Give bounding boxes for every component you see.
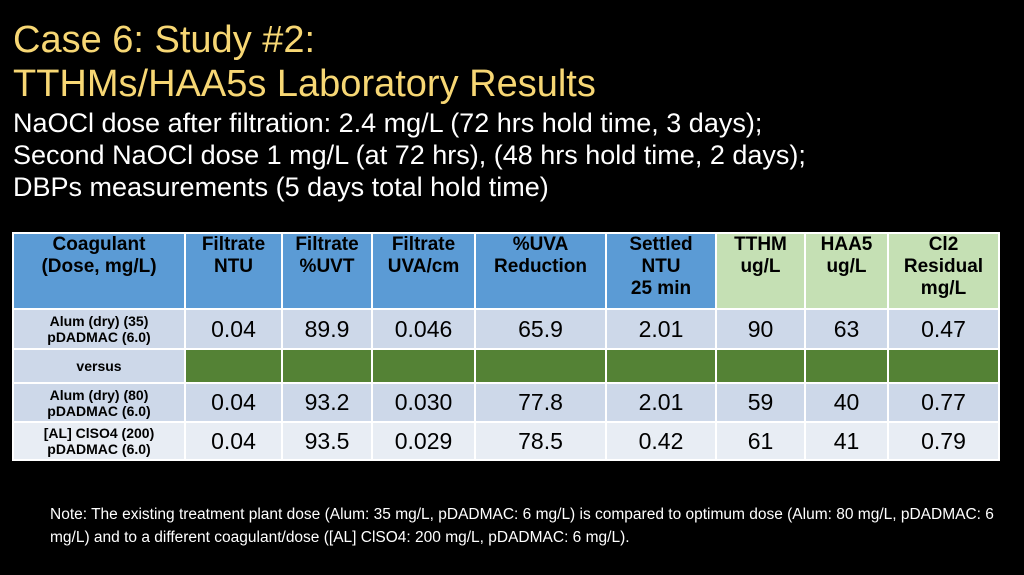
header-haa5: HAA5 ug/L	[804, 232, 889, 310]
cell-filtrate-ntu: 0.04	[184, 421, 283, 461]
header-cl2-residual: Cl2 Residual mg/L	[887, 232, 1000, 310]
table-row: Alum (dry) (35) pDADMAC (6.0) 0.04 89.9 0…	[12, 308, 1000, 350]
versus-spacer-cell	[605, 348, 717, 384]
versus-spacer-cell	[281, 348, 373, 384]
cell-cl2-residual: 0.47	[887, 308, 1000, 350]
header-filtrate-uva: Filtrate UVA/cm	[371, 232, 476, 310]
cell-settled-ntu: 2.01	[605, 382, 717, 423]
row-label: Alum (dry) (35) pDADMAC (6.0)	[12, 308, 186, 350]
header-filtrate-uvt: Filtrate %UVT	[281, 232, 373, 310]
versus-spacer-cell	[715, 348, 806, 384]
header-settled-ntu: Settled NTU 25 min	[605, 232, 717, 310]
cell-tthm: 61	[715, 421, 806, 461]
header-filtrate-ntu: Filtrate NTU	[184, 232, 283, 310]
cell-uva-reduction: 78.5	[474, 421, 607, 461]
versus-spacer-cell	[474, 348, 607, 384]
subtitle-line-3: DBPs measurements (5 days total hold tim…	[13, 172, 549, 202]
footnote: Note: The existing treatment plant dose …	[50, 506, 994, 546]
subtitle-line-1: NaOCl dose after filtration: 2.4 mg/L (7…	[13, 108, 763, 138]
versus-spacer-cell	[804, 348, 889, 384]
row-label: [AL] ClSO4 (200) pDADMAC (6.0)	[12, 421, 186, 461]
versus-spacer-cell	[184, 348, 283, 384]
cell-haa5: 41	[804, 421, 889, 461]
cell-filtrate-ntu: 0.04	[184, 308, 283, 350]
cell-haa5: 40	[804, 382, 889, 423]
row-label: Alum (dry) (80) pDADMAC (6.0)	[12, 382, 186, 423]
table-row-versus: versus	[12, 348, 1000, 384]
cell-settled-ntu: 0.42	[605, 421, 717, 461]
cell-settled-ntu: 2.01	[605, 308, 717, 350]
cell-filtrate-uvt: 93.2	[281, 382, 373, 423]
versus-spacer-cell	[887, 348, 1000, 384]
subtitle: NaOCl dose after filtration: 2.4 mg/L (7…	[13, 107, 806, 203]
table-row: Alum (dry) (80) pDADMAC (6.0) 0.04 93.2 0…	[12, 382, 1000, 423]
header-tthm: TTHM ug/L	[715, 232, 806, 310]
subtitle-line-2: Second NaOCl dose 1 mg/L (at 72 hrs), (4…	[13, 140, 806, 170]
cell-haa5: 63	[804, 308, 889, 350]
cell-filtrate-uva: 0.046	[371, 308, 476, 350]
cell-filtrate-ntu: 0.04	[184, 382, 283, 423]
table-header-row: Coagulant (Dose, mg/L) Filtrate NTU Filtra…	[12, 232, 1000, 310]
cell-tthm: 90	[715, 308, 806, 350]
table-row: [AL] ClSO4 (200) pDADMAC (6.0) 0.04 93.5 …	[12, 421, 1000, 461]
versus-spacer-cell	[371, 348, 476, 384]
cell-cl2-residual: 0.77	[887, 382, 1000, 423]
title-line-1: Case 6: Study #2:	[13, 19, 316, 61]
cell-filtrate-uvt: 93.5	[281, 421, 373, 461]
cell-filtrate-uva: 0.030	[371, 382, 476, 423]
results-table: Coagulant (Dose, mg/L) Filtrate NTU Filtra…	[12, 232, 1000, 461]
title-line-2: TTHMs/HAA5s Laboratory Results	[13, 63, 596, 105]
cell-uva-reduction: 77.8	[474, 382, 607, 423]
cell-cl2-residual: 0.79	[887, 421, 1000, 461]
row-label-versus: versus	[12, 348, 186, 384]
cell-filtrate-uvt: 89.9	[281, 308, 373, 350]
cell-tthm: 59	[715, 382, 806, 423]
page-title: Case 6: Study #2: TTHMs/HAA5s Laboratory…	[13, 18, 596, 106]
header-coagulant: Coagulant (Dose, mg/L)	[12, 232, 186, 310]
cell-uva-reduction: 65.9	[474, 308, 607, 350]
cell-filtrate-uva: 0.029	[371, 421, 476, 461]
header-uva-reduction: %UVA Reduction	[474, 232, 607, 310]
